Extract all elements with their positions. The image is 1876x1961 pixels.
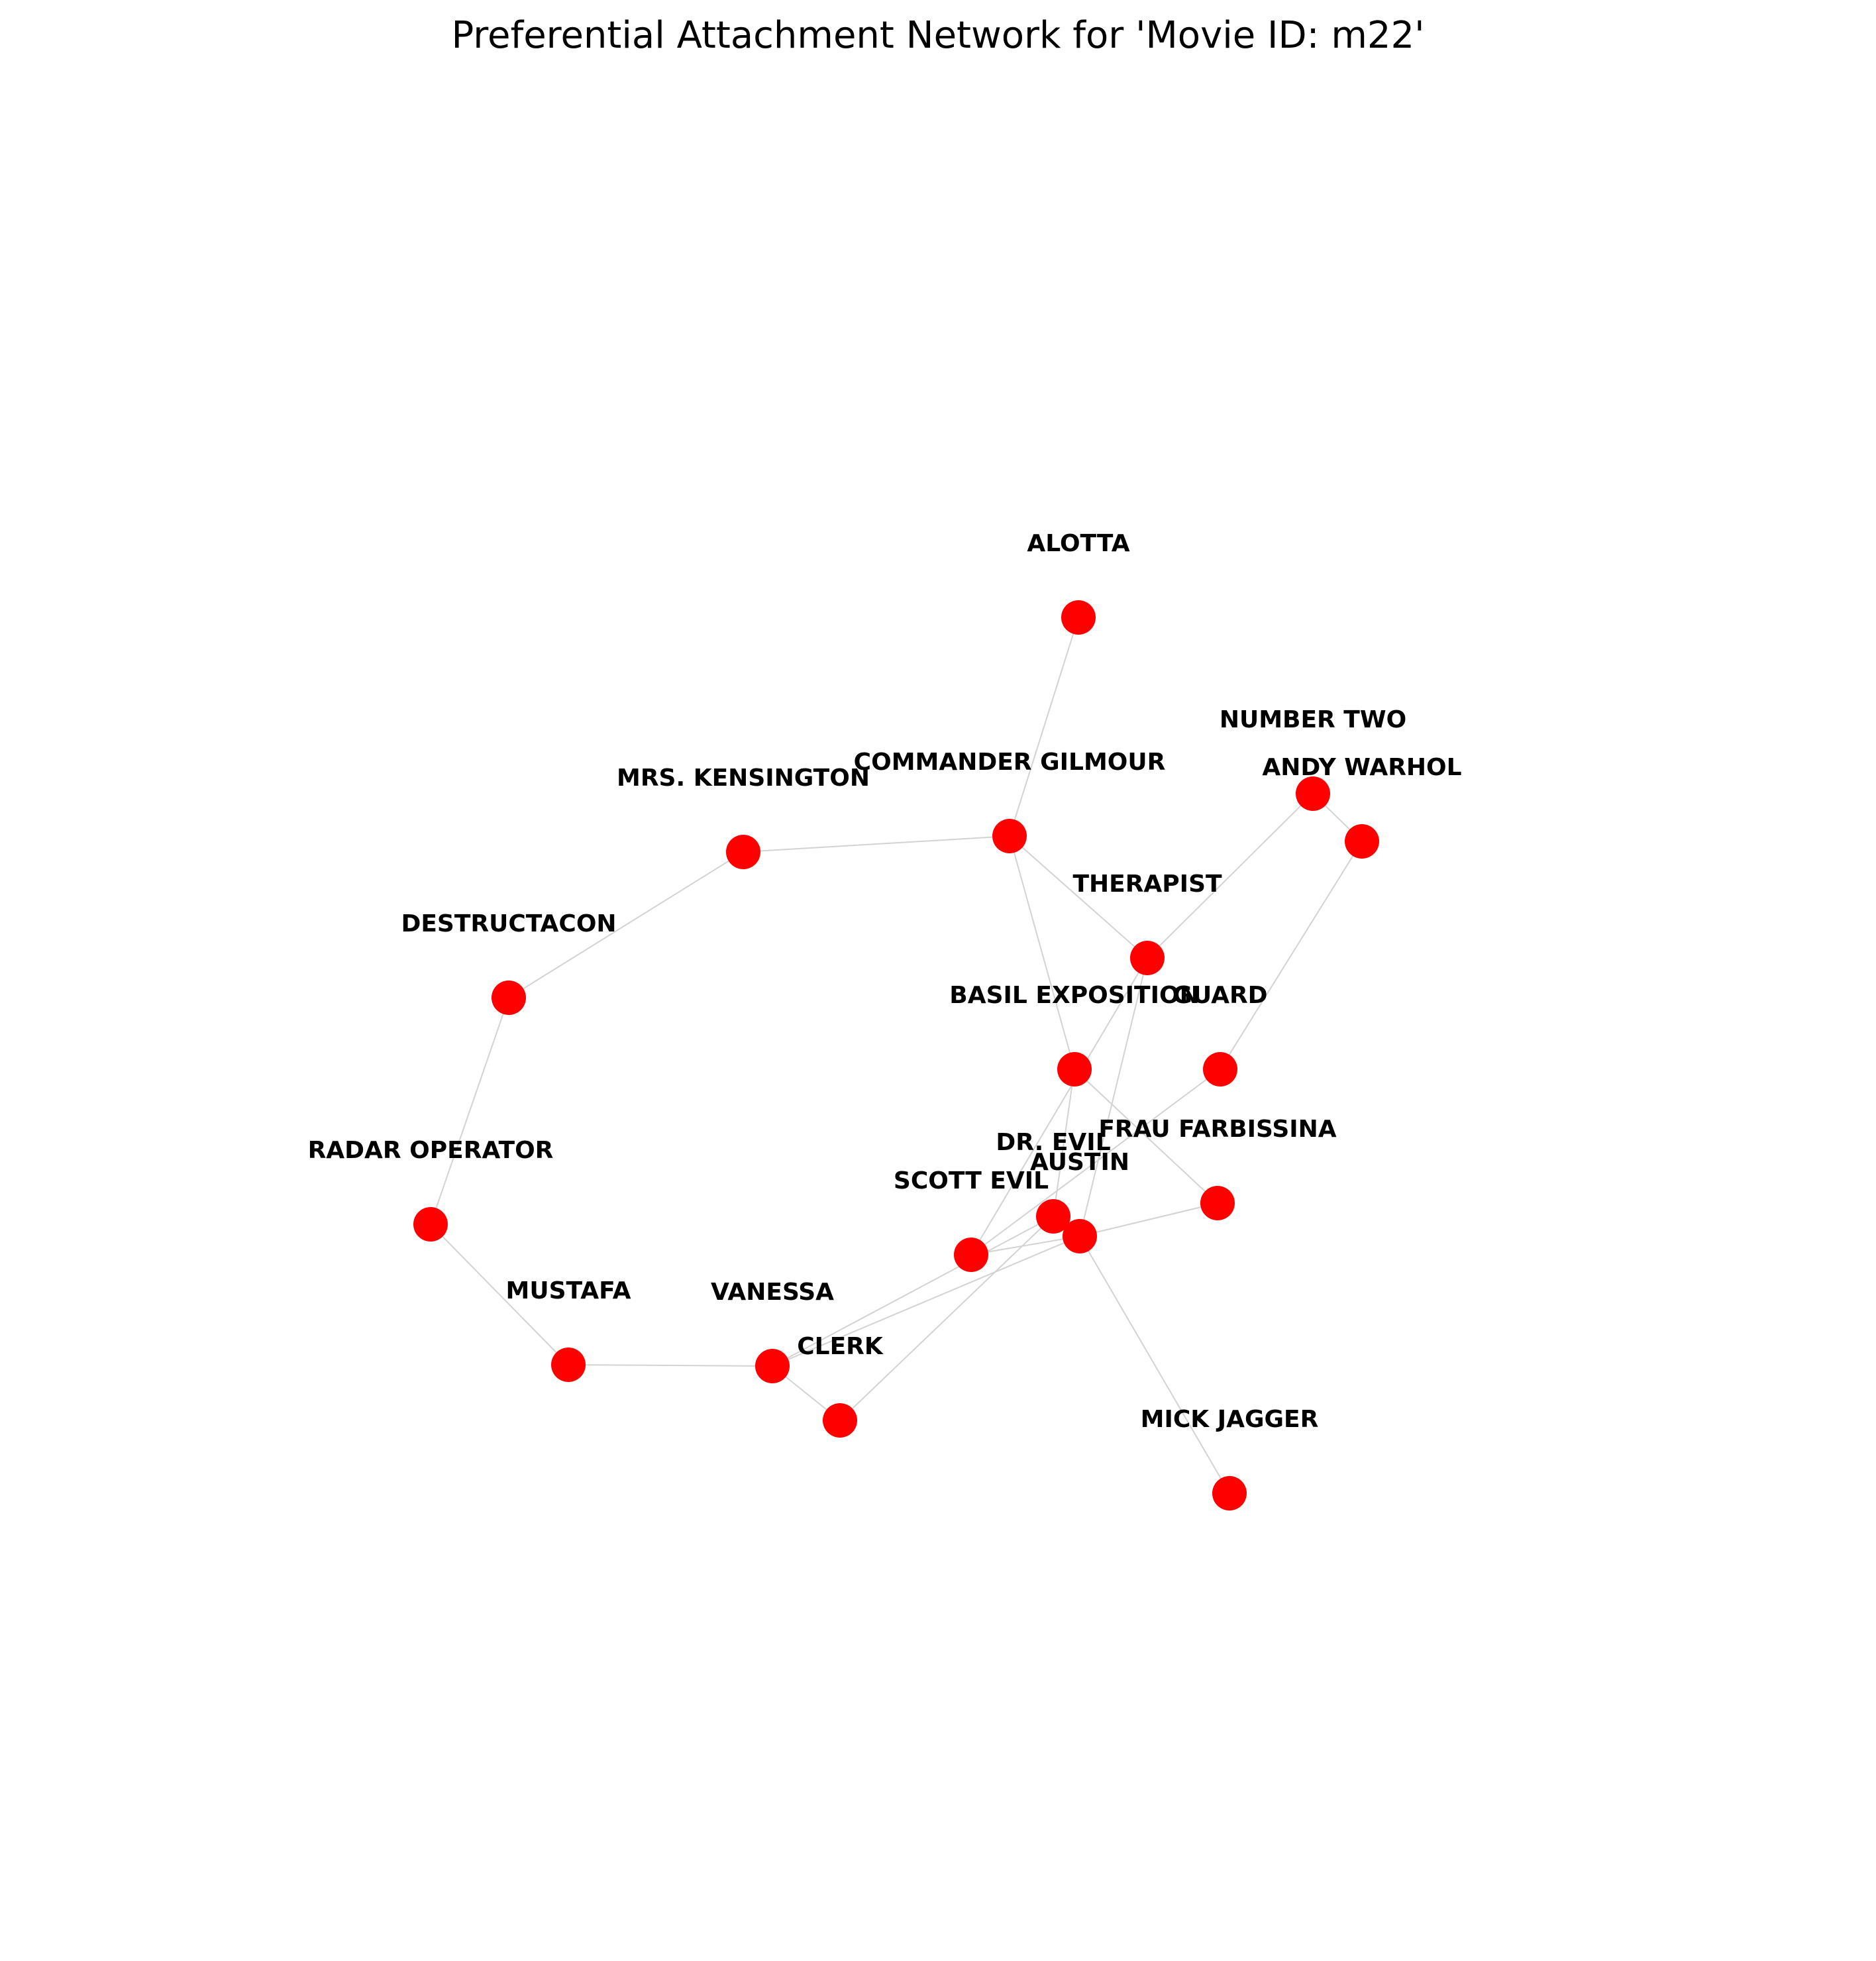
node-label-commander-gilmour: COMMANDER GILMOUR xyxy=(854,749,1166,776)
chart-title: Preferential Attachment Network for 'Mov… xyxy=(451,14,1424,57)
node-label-scott-evil: SCOTT EVIL xyxy=(894,1167,1049,1194)
node-label-dr-evil: DR. EVIL xyxy=(996,1129,1110,1156)
edge-basil_exposition-dr_evil xyxy=(1053,1069,1075,1217)
node-label-destructacon: DESTRUCTACON xyxy=(401,910,616,937)
node-destructacon xyxy=(492,980,526,1015)
node-label-mrs-kensington: MRS. KENSINGTON xyxy=(617,765,870,792)
edge-andy_warhol-guard xyxy=(1220,841,1363,1070)
node-mrs-kensington xyxy=(726,835,760,869)
node-mustafa xyxy=(551,1348,586,1382)
node-guard xyxy=(1203,1052,1237,1086)
edge-commander_gilmour-basil_exposition xyxy=(1009,835,1075,1070)
node-basil-exposition xyxy=(1057,1052,1092,1086)
edge-austin-scott_evil xyxy=(970,1236,1080,1255)
node-label-frau-farbissina: FRAU FARBISSINA xyxy=(1098,1116,1336,1143)
node-label-alotta: ALOTTA xyxy=(1027,530,1129,557)
node-label-therapist: THERAPIST xyxy=(1072,871,1222,898)
edge-dr_evil-vanessa xyxy=(772,1216,1054,1367)
node-label-mustafa: MUSTAFA xyxy=(506,1277,631,1304)
edge-alotta-commander_gilmour xyxy=(1009,617,1079,837)
node-label-mick-jagger: MICK JAGGER xyxy=(1141,1406,1319,1433)
label-layer: ALOTTA NUMBER TWO ANDY WARHOL COMMANDER GIL… xyxy=(308,530,1462,1433)
node-label-clerk: CLERK xyxy=(797,1333,884,1360)
node-dr-evil xyxy=(1036,1199,1070,1234)
node-vanessa xyxy=(755,1349,790,1383)
node-label-austin: AUSTIN xyxy=(1030,1149,1129,1176)
edge-basil_exposition-frau_farbissina xyxy=(1074,1069,1218,1204)
node-number-two xyxy=(1296,776,1330,811)
edge-therapist-austin xyxy=(1079,957,1148,1237)
node-alotta xyxy=(1061,600,1096,635)
edge-mustafa-vanessa xyxy=(568,1364,773,1367)
edge-commander_gilmour-therapist xyxy=(1009,835,1148,959)
node-mick-jagger xyxy=(1212,1476,1247,1510)
edge-austin-mick_jagger xyxy=(1079,1236,1230,1494)
node-layer xyxy=(413,600,1379,1510)
node-label-andy-warhol: ANDY WARHOL xyxy=(1262,754,1461,781)
edge-frau_farbissina-austin xyxy=(1079,1202,1218,1237)
node-label-guard: GUARD xyxy=(1172,982,1267,1009)
node-label-number-two: NUMBER TWO xyxy=(1220,706,1406,733)
node-label-vanessa: VANESSA xyxy=(711,1279,834,1306)
node-scott-evil xyxy=(954,1238,988,1272)
edge-dr_evil-clerk xyxy=(839,1216,1054,1421)
node-andy-warhol xyxy=(1345,824,1379,859)
edge-commander_gilmour-mrs_kensington xyxy=(743,835,1010,853)
edge-guard-scott_evil xyxy=(970,1069,1221,1255)
edge-vanessa-austin xyxy=(772,1236,1080,1367)
node-label-basil-exposition: BASIL EXPOSITION xyxy=(949,982,1199,1009)
edge-therapist-scott_evil xyxy=(970,957,1148,1255)
node-therapist xyxy=(1130,941,1165,975)
edge-radar_operator-mustafa xyxy=(430,1224,569,1365)
node-clerk xyxy=(823,1403,857,1438)
node-frau-farbissina xyxy=(1200,1186,1235,1220)
edge-destructacon-radar_operator xyxy=(430,997,509,1225)
edge-number_two-therapist xyxy=(1147,793,1314,959)
node-radar-operator xyxy=(413,1207,448,1242)
node-commander-gilmour xyxy=(992,819,1027,853)
edge-mrs_kensington-destructacon xyxy=(508,851,744,998)
node-label-radar-operator: RADAR OPERATOR xyxy=(308,1137,554,1164)
node-austin xyxy=(1063,1219,1097,1253)
